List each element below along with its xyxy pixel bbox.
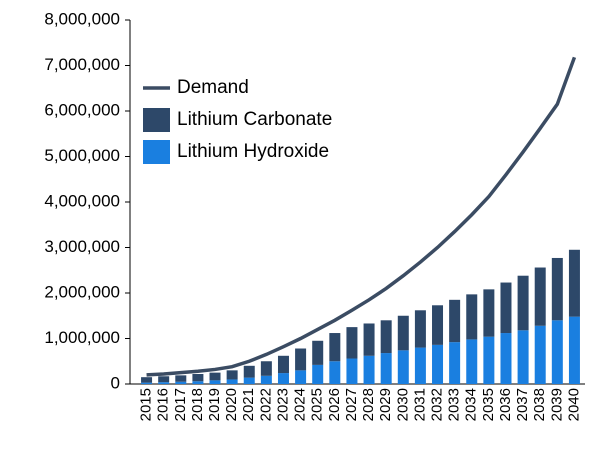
x-tick-label: 2040 bbox=[565, 388, 582, 421]
x-tick-label: 2016 bbox=[155, 388, 172, 421]
bar bbox=[312, 364, 324, 384]
x-tick-label: 2030 bbox=[394, 388, 411, 421]
x-tick-label: 2038 bbox=[531, 388, 548, 421]
x-tick-label: 2028 bbox=[360, 388, 377, 421]
bar bbox=[295, 370, 307, 384]
bar bbox=[483, 289, 495, 337]
bar bbox=[329, 361, 341, 384]
bar bbox=[243, 377, 255, 384]
bar bbox=[466, 339, 478, 384]
bar bbox=[363, 355, 375, 384]
bar bbox=[363, 323, 375, 356]
bar bbox=[312, 340, 324, 365]
bar bbox=[534, 267, 546, 326]
bar bbox=[414, 310, 426, 348]
bar bbox=[449, 342, 461, 384]
y-tick-label: 8,000,000 bbox=[44, 9, 120, 28]
y-tick-label: 0 bbox=[111, 373, 120, 392]
bar bbox=[295, 348, 307, 371]
bar bbox=[397, 315, 409, 351]
x-tick-label: 2035 bbox=[480, 388, 497, 421]
x-tick-label: 2032 bbox=[428, 388, 445, 421]
bar bbox=[209, 380, 221, 384]
bar bbox=[380, 320, 392, 354]
bar bbox=[175, 375, 187, 382]
y-tick-label: 3,000,000 bbox=[44, 237, 120, 256]
bar bbox=[517, 275, 529, 331]
x-tick-label: 2031 bbox=[411, 388, 428, 421]
x-tick-label: 2018 bbox=[189, 388, 206, 421]
x-tick-label: 2029 bbox=[377, 388, 394, 421]
bar bbox=[209, 372, 221, 381]
bar bbox=[192, 373, 204, 382]
x-tick-label: 2026 bbox=[326, 388, 343, 421]
bar bbox=[226, 370, 238, 380]
legend-swatch bbox=[143, 108, 170, 132]
bar bbox=[534, 325, 546, 384]
bar bbox=[380, 353, 392, 384]
x-tick-label: 2022 bbox=[257, 388, 274, 421]
bar bbox=[158, 382, 170, 384]
legend-label: Lithium Carbonate bbox=[177, 109, 332, 130]
x-tick-label: 2015 bbox=[138, 388, 155, 421]
bar bbox=[141, 382, 153, 384]
bar bbox=[466, 294, 478, 340]
x-tick-label: 2034 bbox=[463, 388, 480, 421]
y-tick-label: 7,000,000 bbox=[44, 55, 120, 74]
bar bbox=[260, 361, 272, 376]
x-tick-label: 2021 bbox=[240, 388, 257, 421]
x-tick-label: 2027 bbox=[343, 388, 360, 421]
demand-line bbox=[146, 56, 577, 377]
x-tick-label: 2033 bbox=[446, 388, 463, 421]
bar bbox=[192, 381, 204, 384]
legend-swatch bbox=[143, 140, 170, 164]
legend-label: Lithium Hydroxide bbox=[177, 141, 329, 162]
bar bbox=[517, 330, 529, 384]
y-tick-label: 6,000,000 bbox=[44, 100, 120, 119]
y-tick-label: 2,000,000 bbox=[44, 282, 120, 301]
bar bbox=[500, 282, 512, 334]
bar bbox=[414, 347, 426, 384]
bar bbox=[226, 379, 238, 384]
bar bbox=[551, 320, 563, 384]
bar bbox=[568, 249, 580, 317]
bar bbox=[551, 257, 563, 321]
x-tick-label: 2023 bbox=[274, 388, 291, 421]
bar bbox=[141, 377, 153, 383]
x-tick-label: 2020 bbox=[223, 388, 240, 421]
bar bbox=[260, 375, 272, 384]
bar bbox=[277, 355, 289, 374]
bar bbox=[277, 373, 289, 384]
bar bbox=[568, 316, 580, 384]
bar bbox=[243, 365, 255, 378]
x-tick-label: 2036 bbox=[497, 388, 514, 421]
legend-label: Demand bbox=[177, 77, 249, 98]
x-tick-label: 2025 bbox=[309, 388, 326, 421]
x-tick-label: 2019 bbox=[206, 388, 223, 421]
y-tick-label: 4,000,000 bbox=[44, 191, 120, 210]
bar bbox=[500, 333, 512, 384]
bar bbox=[432, 305, 444, 345]
x-tick-label: 2037 bbox=[514, 388, 531, 421]
x-tick-label: 2017 bbox=[172, 388, 189, 421]
bar bbox=[175, 381, 187, 384]
x-tick-label: 2039 bbox=[548, 388, 565, 421]
bar bbox=[432, 344, 444, 384]
x-tick-label: 2024 bbox=[292, 388, 309, 421]
bar bbox=[397, 350, 409, 384]
y-tick-label: 1,000,000 bbox=[44, 328, 120, 347]
bar bbox=[346, 327, 358, 359]
y-tick-label: 5,000,000 bbox=[44, 146, 120, 165]
bar bbox=[346, 358, 358, 384]
bar bbox=[329, 333, 341, 362]
bar bbox=[158, 376, 170, 383]
bar bbox=[483, 336, 495, 384]
bar bbox=[449, 299, 461, 343]
